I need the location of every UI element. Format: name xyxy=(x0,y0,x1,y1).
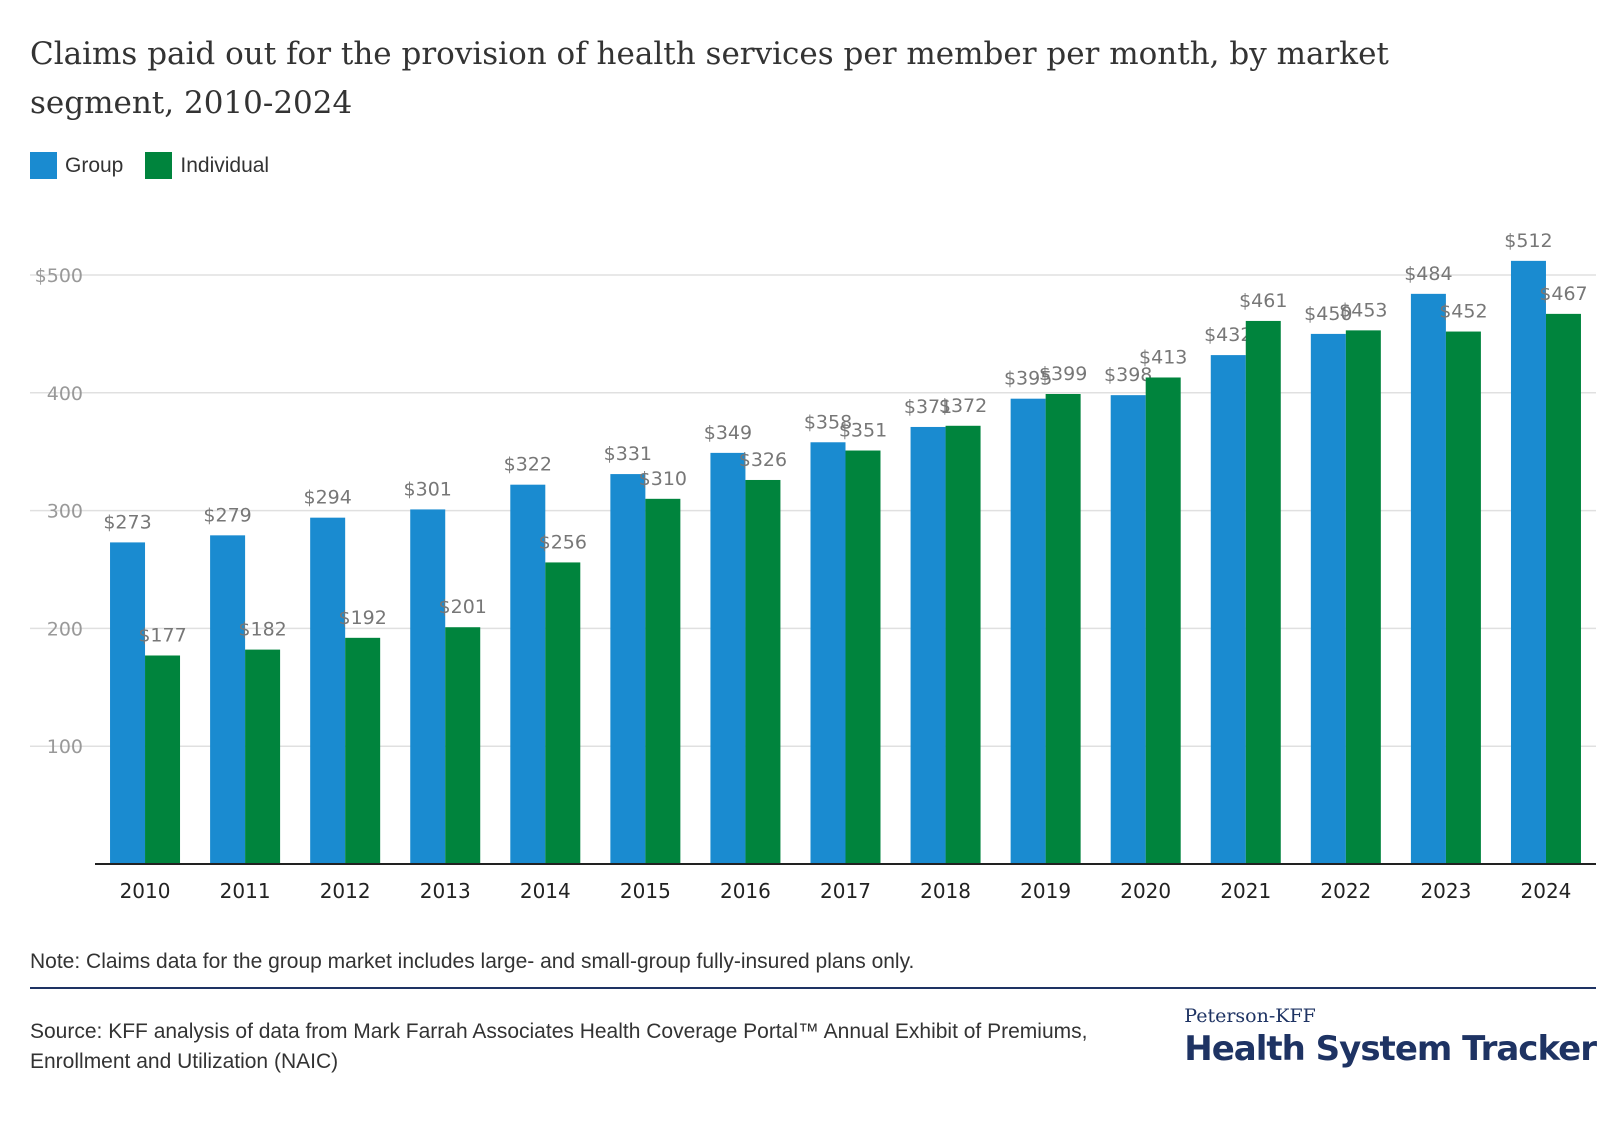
bar-group-2022 xyxy=(1310,333,1346,864)
data-label-individual-2018: $372 xyxy=(939,395,987,417)
data-label-group-2011: $279 xyxy=(203,504,251,526)
bar-individual-2023 xyxy=(1445,331,1481,864)
data-label-group-2023: $484 xyxy=(1404,263,1452,285)
data-label-individual-2011: $182 xyxy=(238,619,286,641)
bar-group-2020 xyxy=(1110,395,1146,864)
y-tick-label-500: $500 xyxy=(35,265,83,287)
chart-title: Claims paid out for the provision of hea… xyxy=(30,36,1389,121)
data-label-group-2017: $358 xyxy=(804,411,852,433)
data-label-individual-2015: $310 xyxy=(639,468,687,490)
bar-individual-2016 xyxy=(745,479,781,864)
data-label-individual-2012: $192 xyxy=(338,607,386,629)
data-label-group-2010: $273 xyxy=(103,511,151,533)
bar-group-2011 xyxy=(210,535,246,864)
x-tick-label-2019: 2019 xyxy=(1020,879,1071,903)
data-label-group-2021: $432 xyxy=(1204,324,1252,346)
bar-group-2019 xyxy=(1010,398,1046,864)
bar-group-2016 xyxy=(710,452,746,864)
x-tick-label-2015: 2015 xyxy=(620,879,671,903)
brand-logo: Peterson-KFF Health System Tracker xyxy=(1184,1005,1597,1069)
y-tick-label-400: 400 xyxy=(47,383,83,405)
data-label-individual-2024: $467 xyxy=(1539,283,1587,305)
x-tick-label-2014: 2014 xyxy=(520,879,571,903)
data-label-individual-2014: $256 xyxy=(539,531,587,553)
x-tick-label-2013: 2013 xyxy=(420,879,471,903)
bar-individual-2018 xyxy=(945,425,981,864)
data-label-group-2018: $371 xyxy=(904,396,952,418)
bar-individual-2010 xyxy=(145,655,181,864)
x-tick-label-2012: 2012 xyxy=(320,879,371,903)
legend-swatch-group xyxy=(30,152,57,179)
data-label-individual-2019: $399 xyxy=(1039,363,1087,385)
legend: Group Individual xyxy=(30,152,291,179)
legend-label-group: Group xyxy=(65,153,124,177)
x-tick-label-2021: 2021 xyxy=(1220,879,1271,903)
data-label-individual-2010: $177 xyxy=(138,624,186,646)
x-tick-label-2017: 2017 xyxy=(820,879,871,903)
y-tick-label-200: 200 xyxy=(47,618,83,640)
bar-chart: 100 200 300 400 $500 $273 $177 2010 $279 $182 2011… xyxy=(30,230,1596,903)
bar-group-2015 xyxy=(610,474,646,864)
bar-group-2012 xyxy=(310,517,346,864)
legend-label-individual: Individual xyxy=(180,153,270,177)
data-label-group-2015: $331 xyxy=(604,443,652,465)
bar-group-2021 xyxy=(1210,355,1246,864)
brand-logo-top: Peterson-KFF xyxy=(1184,1005,1316,1027)
bar-individual-2011 xyxy=(245,649,281,864)
footer-divider xyxy=(30,987,1596,989)
bar-individual-2024 xyxy=(1545,313,1581,864)
data-label-individual-2020: $413 xyxy=(1139,346,1187,368)
bar-group-2024 xyxy=(1510,260,1546,864)
x-tick-label-2010: 2010 xyxy=(120,879,171,903)
bar-individual-2021 xyxy=(1245,320,1281,864)
bar-individual-2017 xyxy=(845,450,881,864)
data-label-group-2014: $322 xyxy=(504,454,552,476)
x-tick-label-2024: 2024 xyxy=(1521,879,1572,903)
data-label-group-2024: $512 xyxy=(1504,230,1552,252)
y-tick-label-300: 300 xyxy=(47,501,83,523)
bar-individual-2012 xyxy=(345,637,381,864)
bar-individual-2015 xyxy=(645,498,681,864)
bar-individual-2013 xyxy=(445,627,481,864)
data-label-individual-2016: $326 xyxy=(739,449,787,471)
x-tick-label-2020: 2020 xyxy=(1120,879,1171,903)
bar-group-2013 xyxy=(410,509,446,864)
legend-swatch-individual xyxy=(145,152,173,179)
data-label-group-2013: $301 xyxy=(404,478,452,500)
x-tick-label-2022: 2022 xyxy=(1320,879,1371,903)
data-label-individual-2013: $201 xyxy=(439,596,487,618)
bar-individual-2014 xyxy=(545,562,581,864)
bar-individual-2019 xyxy=(1045,393,1081,864)
data-label-group-2016: $349 xyxy=(704,422,752,444)
data-label-group-2019: $395 xyxy=(1004,368,1052,390)
x-tick-label-2016: 2016 xyxy=(720,879,771,903)
data-label-group-2022: $450 xyxy=(1304,303,1352,325)
x-tick-label-2011: 2011 xyxy=(220,879,271,903)
data-label-individual-2022: $453 xyxy=(1339,299,1387,321)
bar-group-2023 xyxy=(1410,293,1446,864)
brand-logo-main: Health System Tracker xyxy=(1184,1029,1597,1069)
bar-group-2010 xyxy=(110,542,146,864)
legend-item-individual: Individual xyxy=(145,152,269,179)
x-tick-label-2023: 2023 xyxy=(1420,879,1471,903)
data-label-individual-2023: $452 xyxy=(1439,301,1487,323)
data-label-group-2012: $294 xyxy=(303,487,351,509)
chart-source: Source: KFF analysis of data from Mark F… xyxy=(30,1020,1088,1073)
bar-group-2018 xyxy=(910,426,946,864)
legend-item-group: Group xyxy=(30,152,123,179)
data-label-individual-2017: $351 xyxy=(839,420,887,442)
bar-individual-2020 xyxy=(1145,377,1181,864)
bar-group-2014 xyxy=(510,484,546,864)
data-label-individual-2021: $461 xyxy=(1239,290,1287,312)
chart-note: Note: Claims data for the group market i… xyxy=(30,950,915,973)
data-label-group-2020: $398 xyxy=(1104,364,1152,386)
y-tick-label-100: 100 xyxy=(47,736,83,758)
bar-group-2017 xyxy=(810,442,846,864)
x-tick-label-2018: 2018 xyxy=(920,879,971,903)
bar-individual-2022 xyxy=(1345,330,1381,865)
